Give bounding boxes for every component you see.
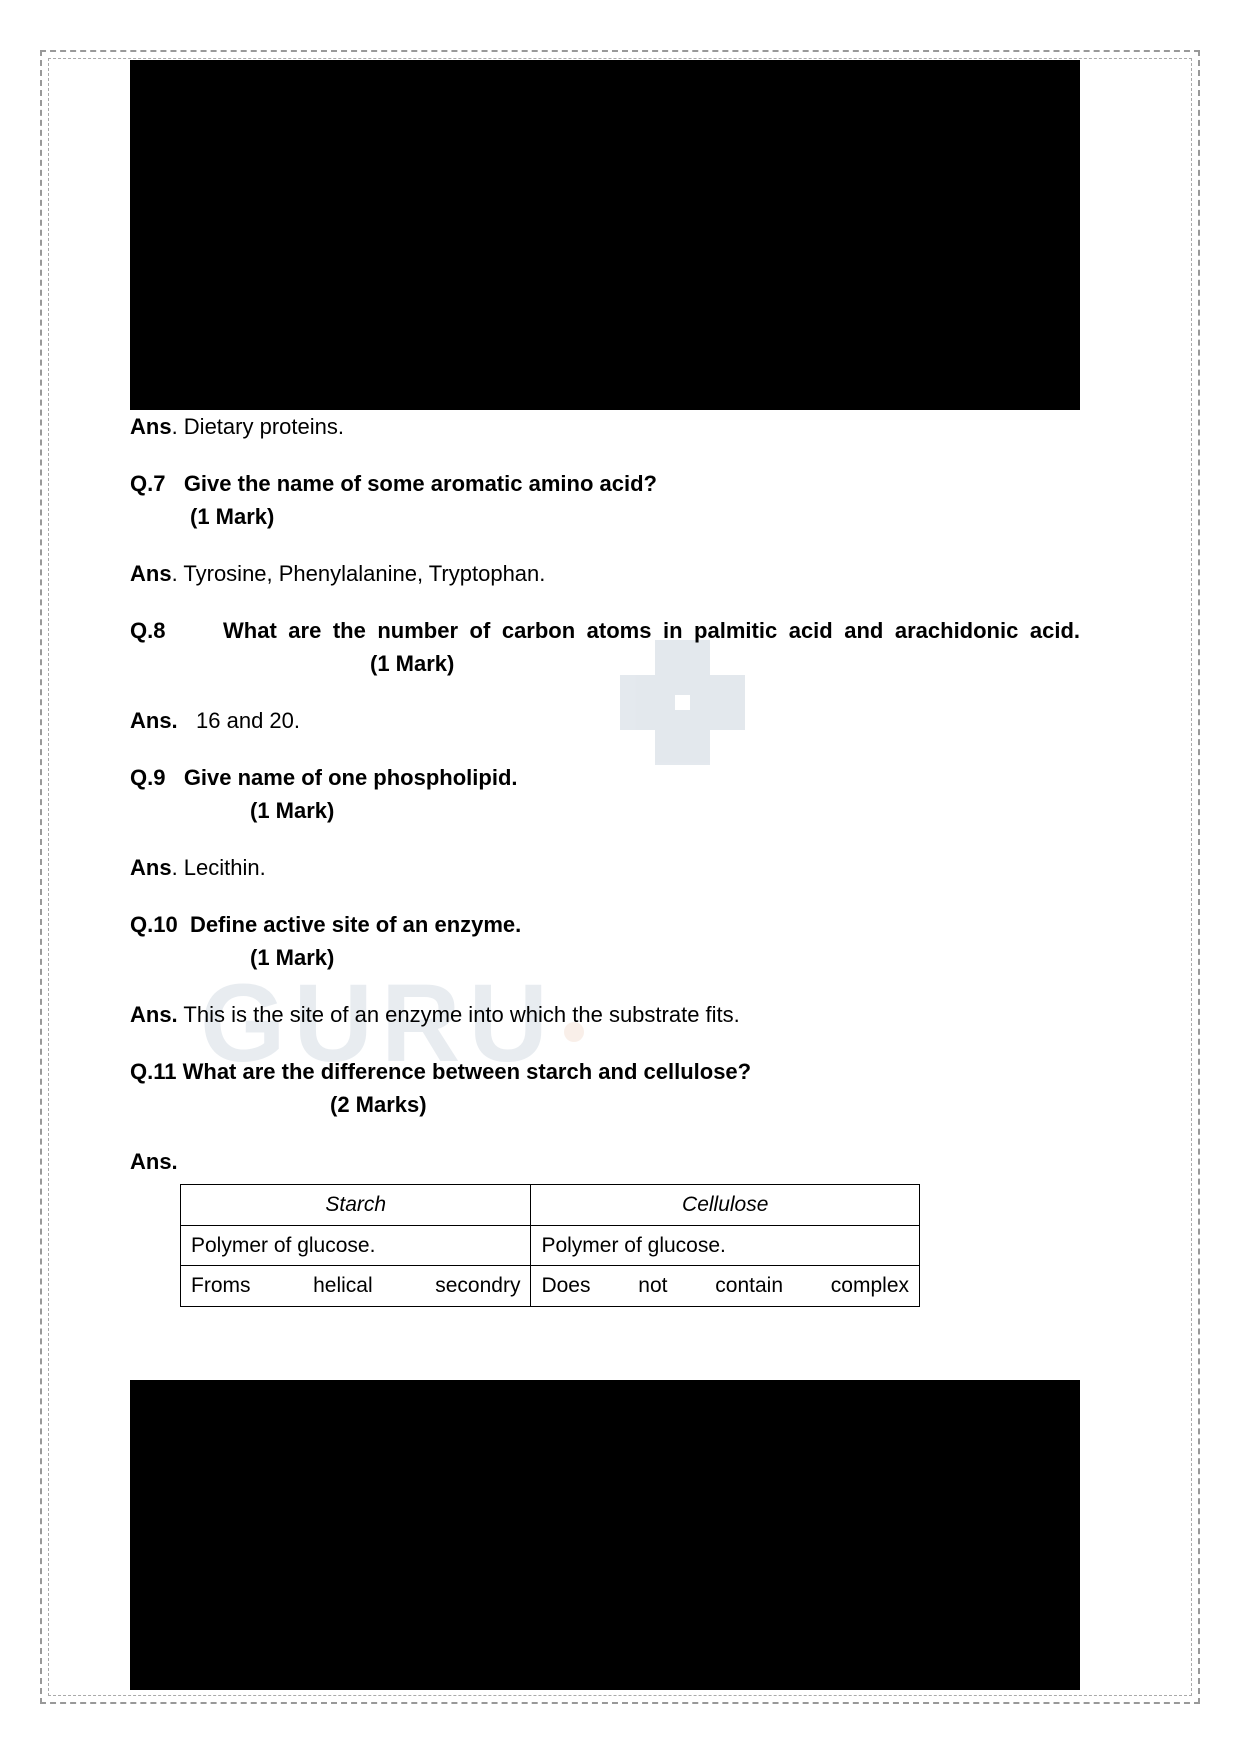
answer-text: 16 and 20. (196, 708, 300, 733)
question-9: Q.9 Give name of one phospholipid. (1 Ma… (130, 761, 1080, 827)
question-11: Q.11 What are the difference between sta… (130, 1055, 1080, 1121)
question-label: Q.10 (130, 912, 178, 937)
question-text: What are the number of carbon atoms in p… (223, 618, 1080, 643)
table-header-cellulose: Cellulose (531, 1185, 920, 1226)
answer-text: This is the site of an enzyme into which… (178, 1002, 740, 1027)
document-content: Ans. Dietary proteins. Q.7 Give the name… (130, 410, 1080, 1307)
comparison-table: Starch Cellulose Polymer of glucose. Pol… (180, 1184, 920, 1307)
answer-11: Ans. Starch Cellulose Polymer of glucose… (130, 1145, 1080, 1307)
question-label: Q.8 (130, 618, 165, 643)
question-label: Q.9 (130, 765, 165, 790)
answer-text: . Lecithin. (172, 855, 266, 880)
answer-6: Ans. Dietary proteins. (130, 410, 1080, 443)
answer-label: Ans (130, 561, 172, 586)
answer-9: Ans. Lecithin. (130, 851, 1080, 884)
question-text: What are the difference between starch a… (183, 1059, 752, 1084)
table-header-row: Starch Cellulose (181, 1185, 920, 1226)
answer-10: Ans. This is the site of an enzyme into … (130, 998, 1080, 1031)
table-cell: Froms helical secondry (181, 1266, 531, 1307)
answer-label: Ans. (130, 1002, 178, 1027)
answer-label: Ans. (130, 1149, 178, 1174)
question-text: Give the name of some aromatic amino aci… (184, 471, 657, 496)
table-cell: Polymer of glucose. (531, 1225, 920, 1266)
marks-label: (1 Mark) (370, 647, 1080, 680)
redacted-bottom-block (130, 1380, 1080, 1690)
question-text: Give name of one phospholipid. (184, 765, 518, 790)
marks-label: (1 Mark) (250, 794, 1080, 827)
question-8: Q.8 What are the number of carbon atoms … (130, 614, 1080, 680)
marks-label: (1 Mark) (250, 941, 1080, 974)
answer-label: Ans (130, 855, 172, 880)
table-row: Polymer of glucose. Polymer of glucose. (181, 1225, 920, 1266)
question-10: Q.10 Define active site of an enzyme. (1… (130, 908, 1080, 974)
marks-label: (1 Mark) (190, 500, 1080, 533)
question-label: Q.7 (130, 471, 165, 496)
question-text: Define active site of an enzyme. (190, 912, 521, 937)
table-cell: Polymer of glucose. (181, 1225, 531, 1266)
table-row: Froms helical secondry Does not contain … (181, 1266, 920, 1307)
table-cell: Does not contain complex (531, 1266, 920, 1307)
answer-text: . Tyrosine, Phenylalanine, Tryptophan. (172, 561, 546, 586)
table-header-starch: Starch (181, 1185, 531, 1226)
question-7: Q.7 Give the name of some aromatic amino… (130, 467, 1080, 533)
answer-8: Ans. 16 and 20. (130, 704, 1080, 737)
answer-label: Ans. (130, 708, 178, 733)
marks-label: (2 Marks) (330, 1088, 1080, 1121)
question-label: Q.11 (130, 1059, 176, 1084)
redacted-top-block (130, 60, 1080, 410)
answer-7: Ans. Tyrosine, Phenylalanine, Tryptophan… (130, 557, 1080, 590)
answer-text: . Dietary proteins. (172, 414, 344, 439)
answer-label: Ans (130, 414, 172, 439)
